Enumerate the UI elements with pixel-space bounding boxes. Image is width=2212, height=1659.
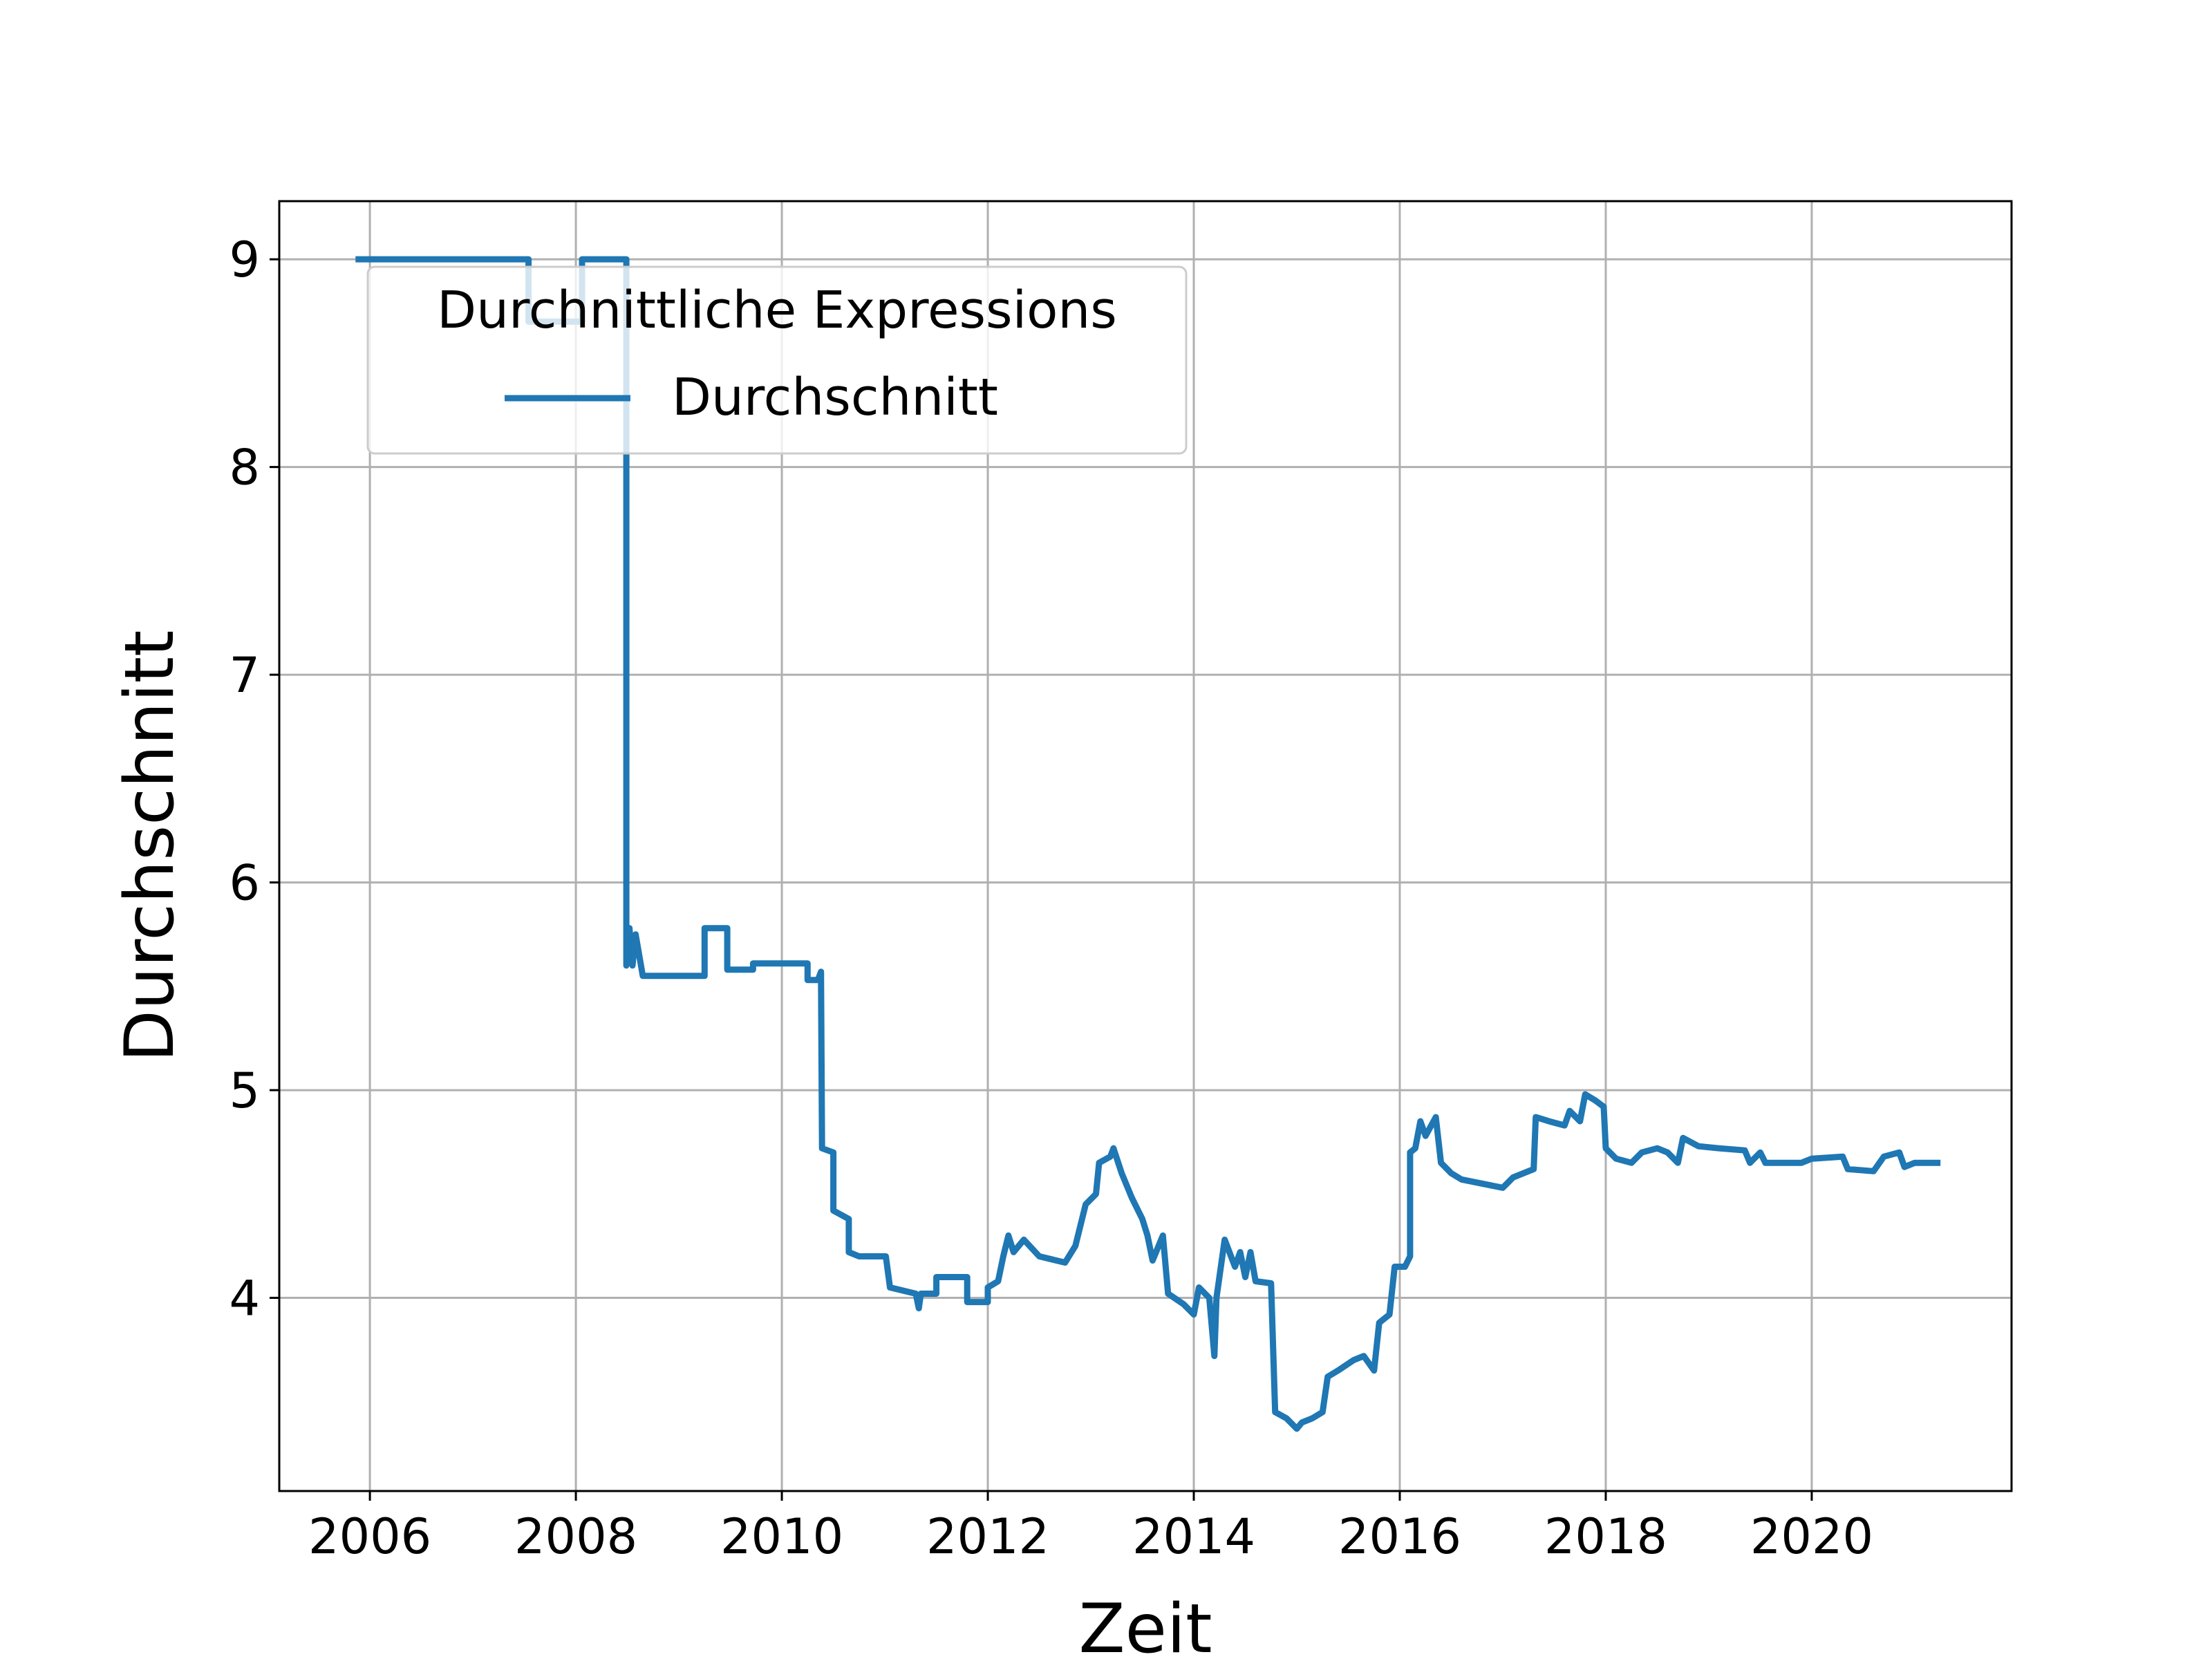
grid: [279, 201, 2012, 1491]
legend-box: [366, 265, 1188, 455]
y-tick-label: 5: [229, 1062, 260, 1119]
x-axis-label: Zeit: [1078, 1590, 1212, 1659]
plot-area: [355, 256, 1941, 1432]
x-tick-label: 2016: [1338, 1508, 1461, 1565]
y-tick-label: 6: [229, 855, 260, 912]
x-tick-label: 2012: [926, 1508, 1049, 1565]
x-tick-label: 2010: [720, 1508, 843, 1565]
y-tick-label: 9: [229, 232, 260, 288]
data-line: [355, 256, 1941, 1432]
legend-label: Durchschnitt: [672, 368, 998, 427]
legend-title: Durchnittliche Expressions: [437, 281, 1117, 340]
x-tick-label: 2008: [514, 1508, 637, 1565]
y-axis-label: Durchschnitt: [111, 630, 189, 1062]
x-tick-label: 2006: [308, 1508, 431, 1565]
x-tick-label: 2014: [1132, 1508, 1255, 1565]
x-tick-label: 2020: [1750, 1508, 1873, 1565]
legend: Durchnittliche Expressions Durchschnitt: [366, 265, 1188, 455]
y-tick-label: 4: [229, 1271, 260, 1327]
axes-frame: [278, 200, 2013, 1492]
y-tick-label: 8: [229, 440, 260, 496]
x-tick-label: 2018: [1544, 1508, 1667, 1565]
y-tick-label: 7: [229, 647, 260, 704]
